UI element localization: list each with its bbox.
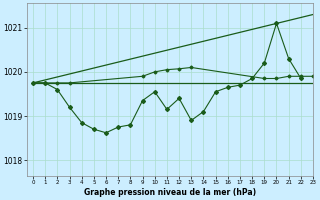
X-axis label: Graphe pression niveau de la mer (hPa): Graphe pression niveau de la mer (hPa) [84,188,256,197]
